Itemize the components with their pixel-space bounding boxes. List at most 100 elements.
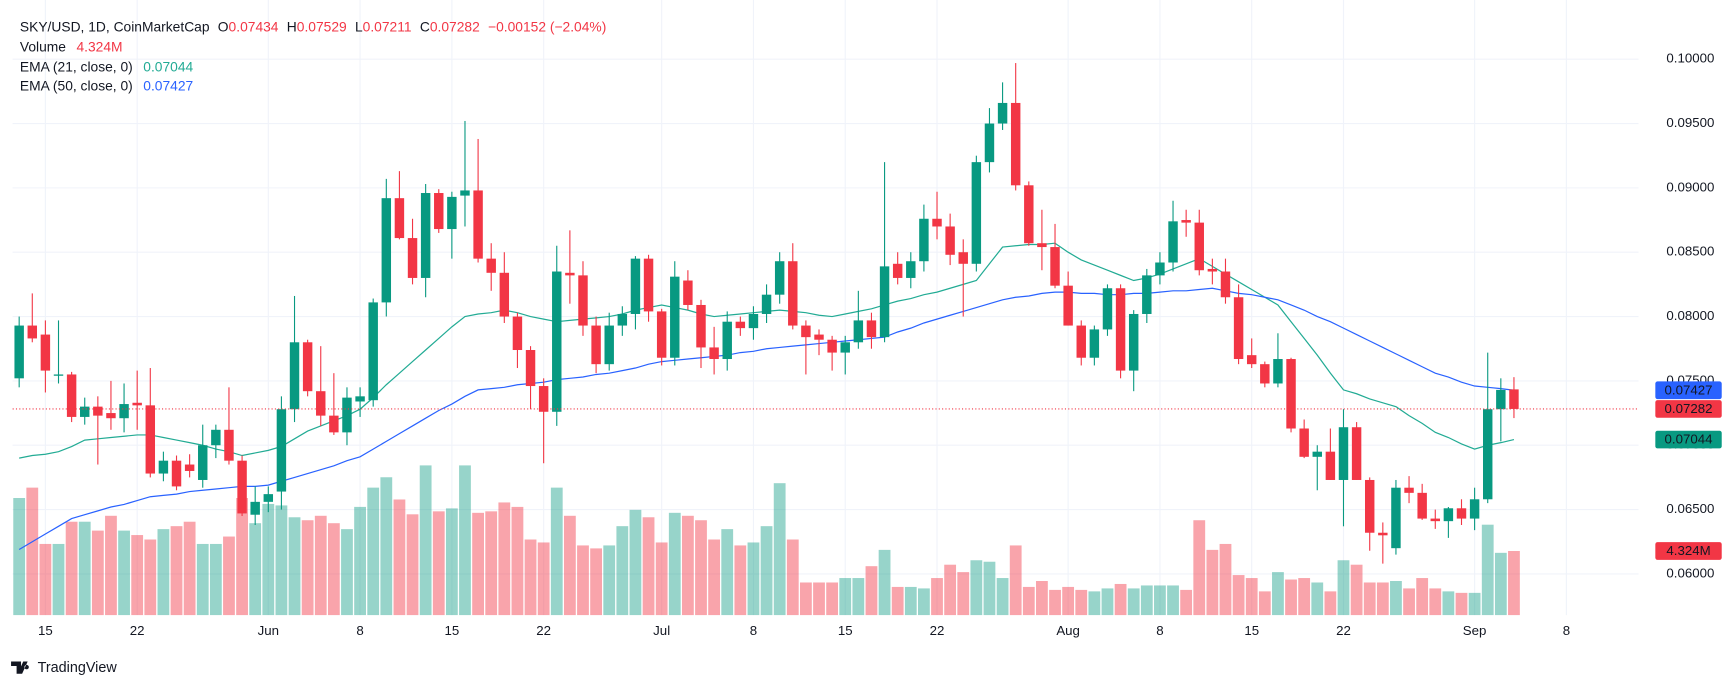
candle-body [1312,451,1322,457]
candle-body [1273,359,1283,384]
x-tick-label: 15 [1244,623,1259,638]
candle-body [1325,451,1336,480]
volume-bar [642,517,655,616]
volume-bar [1049,589,1061,616]
legend-label: Volume [20,38,66,54]
volume-bar [1285,579,1297,616]
candle-body [1155,262,1165,276]
volume-bar [1036,581,1048,616]
volume-bar [1455,592,1468,616]
candle-body [617,313,628,326]
volume-bar [1442,591,1455,616]
volume-bar [550,487,563,616]
volume-bar [1245,578,1258,616]
volume-bar [1009,545,1022,616]
candle-body [722,321,732,360]
volume-bar [131,535,144,616]
x-tick-label: Aug [1056,623,1080,638]
volume-bar [1403,588,1415,616]
candle-body [394,198,405,239]
candle-body [1194,222,1204,271]
volume-bar [852,578,865,616]
candle-body [670,276,680,358]
candle-body [696,304,706,348]
volume-bar [26,487,39,616]
candle-body [27,325,38,339]
legend-label: EMA (21, close, 0) [20,58,133,74]
candle-body [906,261,916,278]
volume-bar [1429,588,1442,616]
candle-body [1260,364,1270,384]
volume-bar [327,523,340,616]
candle-body [106,413,116,419]
candle-body [158,460,169,474]
volume-bar [957,572,970,616]
candle-body [132,402,142,406]
candle-body [879,266,890,338]
volume-bar [472,512,484,616]
candle-body [853,320,864,343]
volume-bar [904,586,917,616]
candle-body [329,415,339,433]
volume-bar [1140,585,1153,616]
candle-body [1483,409,1493,500]
candle-body [512,316,523,351]
volume-bar [1127,588,1140,616]
candle-body [984,123,995,163]
x-tick-label: 8 [1156,623,1163,638]
candle-body [381,198,392,303]
volume-bar [1180,589,1193,616]
volume-bar [695,520,707,616]
volume-bar [1481,524,1494,616]
candle-body [1404,487,1414,493]
legend-label: EMA (50, close, 0) [20,77,133,93]
volume-bar [616,526,629,616]
volume-bar [1154,585,1166,616]
volume-bar [813,582,825,616]
volume-bar [708,539,721,616]
candle-body [1430,518,1440,522]
x-tick-label: 8 [356,623,363,638]
volume-bar [380,477,393,616]
volume-bar [498,502,511,616]
volume-bar [105,515,117,616]
ema-line [18,287,1515,550]
candle-body [1469,499,1480,519]
volume-bar [773,483,786,616]
legend-value: 0.07427 [143,77,193,93]
volume-bar [262,503,275,616]
candle-body [552,271,562,412]
volume-bar [249,523,262,616]
ema21-legend: EMA (21, close, 0) 0.07044 [20,58,194,74]
ema21-badge-bg [1655,430,1722,449]
volume-bar [1324,591,1337,616]
candle-body [735,321,746,329]
candle-body [1102,288,1113,330]
candle-body [224,429,234,461]
candle-body [145,405,156,474]
candle-body [263,494,274,502]
candle-body [198,445,208,480]
candle-body [276,409,287,492]
candle-body [447,196,457,230]
candle-body [1076,325,1086,358]
volume-bar [419,465,432,616]
x-tick-label: 22 [930,623,945,638]
x-tick-label: 8 [750,623,757,638]
volume-bar [629,509,642,616]
volume-bar [367,487,380,616]
volume-bar [1298,578,1311,616]
volume-bar [681,515,694,616]
candle-body [1024,185,1034,244]
ema50-badge-label: 0.07427 [1665,382,1713,397]
volume-bar [970,560,983,616]
candle-body [237,460,247,514]
candle-body [1050,247,1060,286]
candle-body [1115,288,1126,371]
header-line: SKY/USD, 1D, CoinMarketCap O0.07434 H0.0… [20,18,606,34]
volume-bar [655,542,668,616]
x-tick-label: 22 [1336,623,1351,638]
price-badges: 0.07427 0.07282 0.07044 4.324M [12,381,1722,560]
x-tick-label: 8 [1563,623,1570,638]
candle-body [578,275,588,326]
